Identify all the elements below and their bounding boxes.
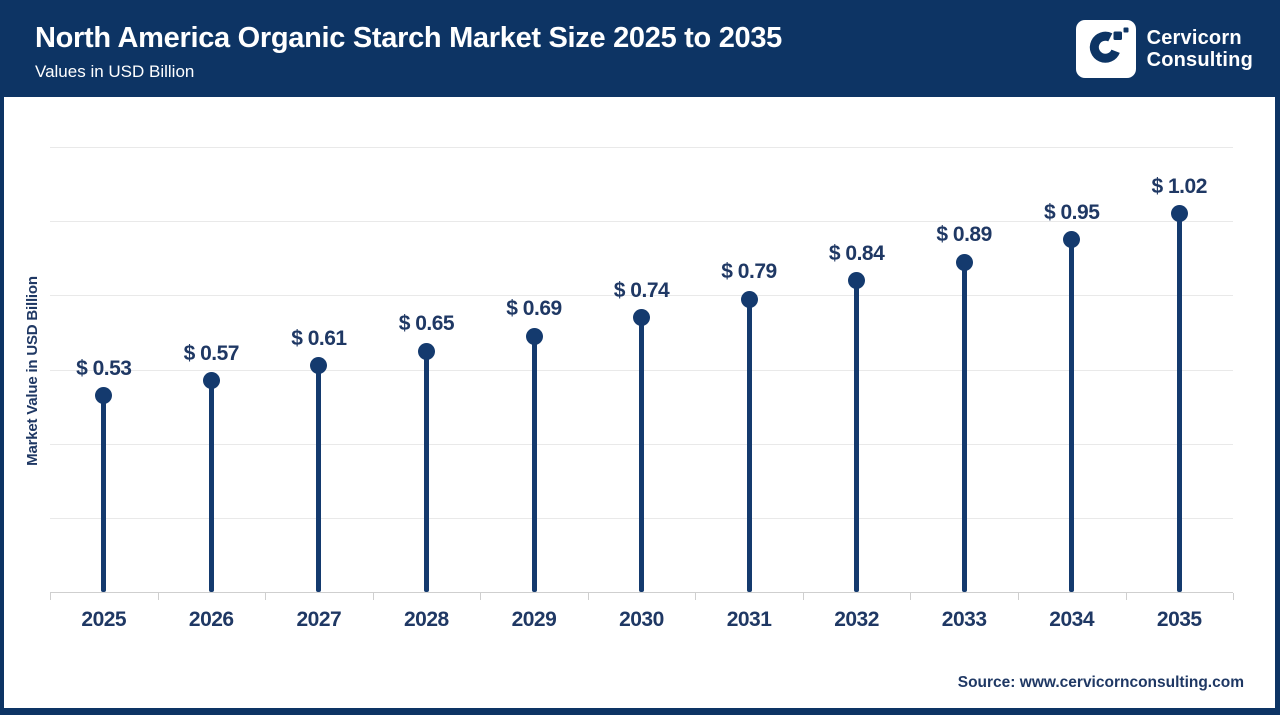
chart-title: North America Organic Starch Market Size… (35, 22, 783, 54)
x-axis-tick (910, 593, 912, 600)
x-tick-label: 2029 (511, 608, 557, 631)
x-axis-tick (695, 593, 697, 600)
gridline (50, 147, 1233, 148)
lollipop-stem (531, 336, 537, 592)
gridline (50, 221, 1233, 223)
lollipop-stem (854, 280, 860, 592)
value-label: $ 0.53 (76, 356, 132, 380)
lollipop-dot (202, 372, 220, 390)
value-label: $ 0.79 (721, 260, 777, 283)
lollipop-dot (740, 290, 758, 308)
chart-subtitle: Values in USD Billion (35, 62, 195, 81)
lollipop-dot (1063, 231, 1081, 249)
x-tick-label: 2027 (296, 608, 342, 631)
lollipop-dot (633, 309, 650, 327)
x-tick-label: 2032 (834, 608, 879, 631)
x-axis-tick (480, 593, 482, 600)
cervicorn-c-icon (1075, 20, 1136, 78)
lollipop-dot (1170, 205, 1188, 223)
x-tick-label: 2034 (1049, 608, 1094, 631)
x-axis-tick (587, 593, 589, 600)
x-tick-label: 2031 (726, 608, 772, 631)
x-tick-label: 2033 (941, 608, 987, 631)
lollipop-stem (961, 262, 967, 592)
value-label: $ 1.02 (1151, 174, 1207, 198)
x-axis-tick (372, 593, 374, 600)
x-axis-tick (1233, 593, 1234, 600)
value-label: $ 0.89 (936, 223, 992, 246)
lollipop-dot (95, 387, 113, 404)
value-label: $ 0.69 (506, 297, 562, 321)
lollipop-stem (208, 380, 214, 592)
x-axis-tick (802, 593, 804, 600)
x-tick-label: 2026 (188, 608, 234, 631)
lollipop-stem (423, 351, 429, 592)
x-tick-label: 2025 (81, 608, 127, 631)
x-tick-label: 2030 (619, 608, 664, 631)
lollipop-stem (1176, 213, 1182, 592)
x-axis-tick (265, 593, 267, 600)
header-band: North America Organic Starch Market Size… (0, 0, 1280, 97)
header-text: North America Organic Starch Market Size… (35, 22, 782, 82)
x-axis-tick (1017, 593, 1019, 600)
x-tick-label: 2035 (1156, 608, 1202, 631)
value-label: $ 0.95 (1043, 200, 1100, 224)
brand-name-line1: Cervicorn (1146, 27, 1242, 49)
lollipop-stem (101, 395, 107, 592)
brand-name: Cervicorn Consulting (1147, 27, 1253, 71)
value-label: $ 0.74 (613, 278, 670, 302)
x-axis-tick (157, 593, 159, 600)
frame-border-right (1275, 97, 1280, 708)
value-label: $ 0.61 (291, 326, 347, 350)
x-tick-label: 2028 (403, 608, 449, 631)
value-label: $ 0.57 (183, 341, 240, 365)
lollipop-dot (310, 357, 328, 375)
brand-name-line2: Consulting (1146, 49, 1253, 71)
frame-border-left (0, 97, 4, 708)
lollipop-dot (848, 272, 866, 289)
x-axis-tick (1125, 593, 1127, 600)
value-label: $ 0.84 (828, 241, 885, 265)
lollipop-stem (1069, 239, 1075, 592)
lollipop-dot (525, 327, 543, 345)
frame-border-bottom (0, 708, 1280, 715)
gridline (50, 295, 1233, 297)
lollipop-dot (417, 342, 435, 360)
x-axis-tick (50, 593, 51, 600)
lollipop-stem (639, 317, 644, 592)
lollipop-dot (955, 253, 973, 271)
x-axis-line (50, 592, 1233, 593)
lollipop-stem (746, 299, 752, 592)
y-axis-label: Market Value in USD Billion (24, 276, 41, 466)
value-label: $ 0.65 (398, 312, 455, 335)
source-text: Source: www.cervicornconsulting.com (957, 674, 1244, 691)
brand-logo: Cervicorn Consulting (1075, 20, 1253, 78)
lollipop-stem (316, 365, 322, 592)
